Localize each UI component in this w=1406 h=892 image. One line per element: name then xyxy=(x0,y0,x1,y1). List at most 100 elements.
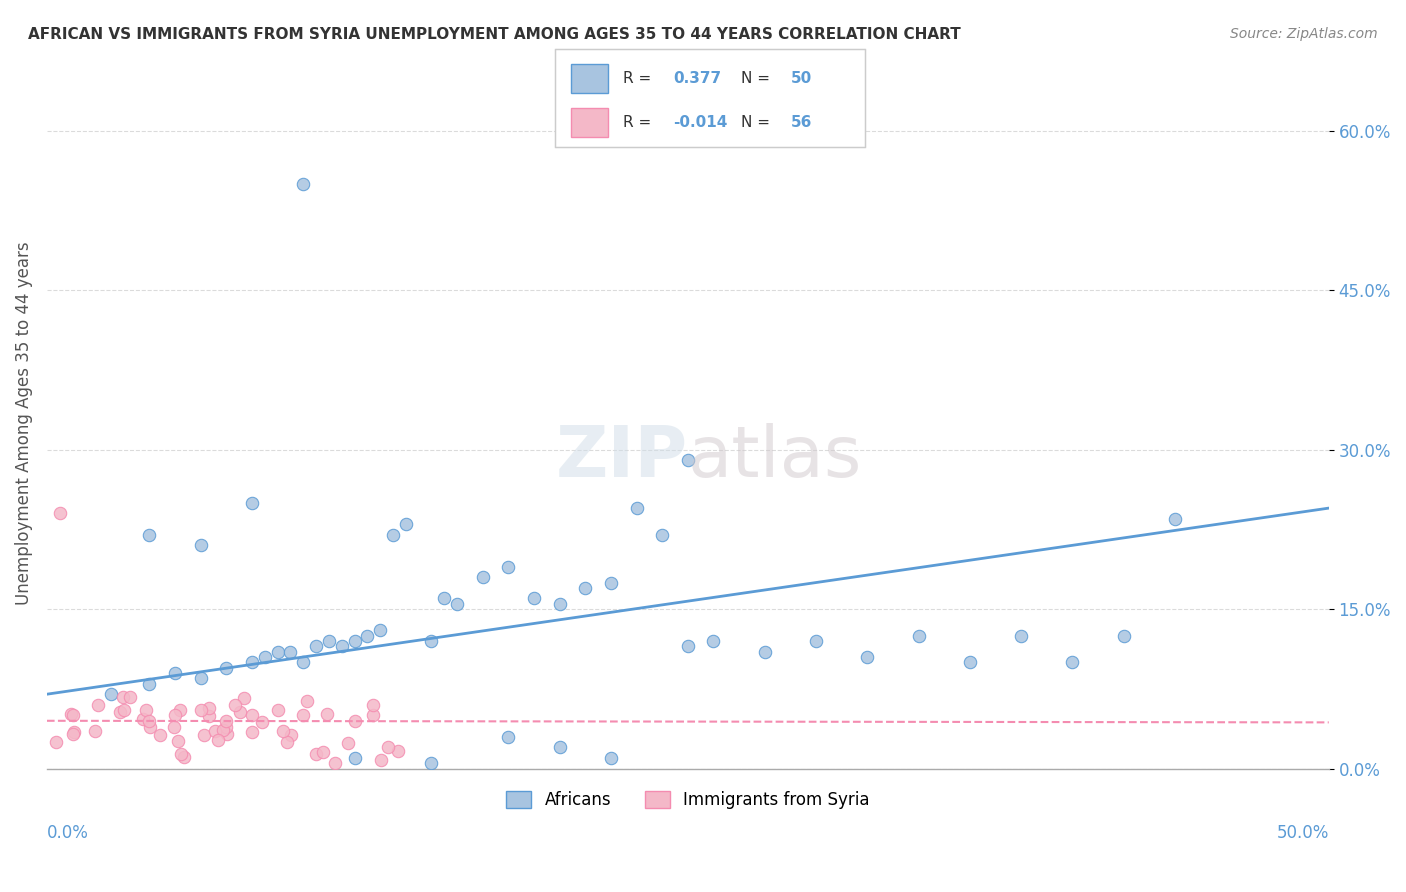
Point xyxy=(207,732,229,747)
Point xyxy=(173,750,195,764)
Point xyxy=(292,708,315,723)
Point xyxy=(240,708,263,723)
Point xyxy=(232,691,254,706)
Point xyxy=(190,703,212,717)
Point xyxy=(253,650,276,665)
Point xyxy=(325,756,347,771)
Text: 50.0%: 50.0% xyxy=(1277,823,1329,842)
Point xyxy=(198,701,221,715)
Point xyxy=(132,713,155,727)
Point xyxy=(356,629,378,643)
Point xyxy=(361,698,384,712)
Point xyxy=(212,723,235,737)
Point xyxy=(907,629,929,643)
Point xyxy=(343,751,366,765)
Point xyxy=(312,745,335,759)
Point xyxy=(229,705,252,719)
Point xyxy=(198,709,221,723)
Point xyxy=(252,715,274,730)
Point xyxy=(169,747,191,761)
Point xyxy=(167,734,190,748)
Point xyxy=(62,708,84,723)
Point xyxy=(266,703,288,717)
Point xyxy=(135,703,157,717)
Point xyxy=(118,690,141,704)
Point xyxy=(193,728,215,742)
Point xyxy=(377,740,399,755)
Point xyxy=(292,177,315,191)
Point xyxy=(305,640,328,654)
Point xyxy=(498,730,520,744)
Point xyxy=(600,575,623,590)
Point xyxy=(330,640,353,654)
Point xyxy=(271,724,294,739)
Point xyxy=(446,597,468,611)
Point xyxy=(112,703,135,717)
Point xyxy=(395,517,418,532)
Point xyxy=(165,708,187,723)
Point xyxy=(804,634,827,648)
Point xyxy=(100,687,122,701)
Point xyxy=(574,581,596,595)
Point xyxy=(240,496,263,510)
FancyBboxPatch shape xyxy=(571,63,607,93)
Text: R =: R = xyxy=(623,71,651,86)
Point xyxy=(139,720,162,734)
Point xyxy=(165,665,187,680)
Point xyxy=(169,702,191,716)
Point xyxy=(433,591,456,606)
Point xyxy=(87,698,110,712)
Text: atlas: atlas xyxy=(688,423,862,492)
Point xyxy=(343,634,366,648)
Point xyxy=(295,694,318,708)
Point xyxy=(83,723,105,738)
Text: 56: 56 xyxy=(790,115,811,130)
Point xyxy=(315,706,337,721)
Point xyxy=(276,735,298,749)
Point xyxy=(1112,629,1135,643)
Point xyxy=(240,655,263,669)
Point xyxy=(149,728,172,742)
Point xyxy=(523,591,546,606)
Point xyxy=(318,634,340,648)
Point xyxy=(190,671,212,685)
Point xyxy=(498,559,520,574)
Point xyxy=(676,640,699,654)
Point xyxy=(292,655,315,669)
Point xyxy=(370,753,392,767)
Text: R =: R = xyxy=(623,115,651,130)
Y-axis label: Unemployment Among Ages 35 to 44 years: Unemployment Among Ages 35 to 44 years xyxy=(15,241,32,605)
Point xyxy=(59,707,82,722)
Point xyxy=(215,720,238,734)
Point xyxy=(215,660,238,674)
Point xyxy=(204,724,226,739)
Point xyxy=(48,507,70,521)
Point xyxy=(676,453,699,467)
Text: 0.377: 0.377 xyxy=(673,71,721,86)
Point xyxy=(1164,512,1187,526)
Point xyxy=(1010,629,1032,643)
Point xyxy=(280,728,302,742)
Point xyxy=(190,538,212,552)
Text: ZIP: ZIP xyxy=(555,423,688,492)
Point xyxy=(138,527,160,541)
Point xyxy=(754,645,776,659)
Point xyxy=(363,708,385,723)
Point xyxy=(420,634,443,648)
Point xyxy=(856,650,879,665)
Point xyxy=(63,724,86,739)
Point xyxy=(382,527,405,541)
Point xyxy=(548,740,571,755)
Point xyxy=(548,597,571,611)
Point xyxy=(215,714,238,728)
Point xyxy=(1062,655,1084,669)
FancyBboxPatch shape xyxy=(571,108,607,137)
Point xyxy=(138,714,160,728)
Point xyxy=(368,624,391,638)
Point xyxy=(215,727,238,741)
Point xyxy=(471,570,494,584)
Point xyxy=(224,698,246,713)
Point xyxy=(266,645,288,659)
Text: 50: 50 xyxy=(790,71,811,86)
Point xyxy=(242,725,264,739)
